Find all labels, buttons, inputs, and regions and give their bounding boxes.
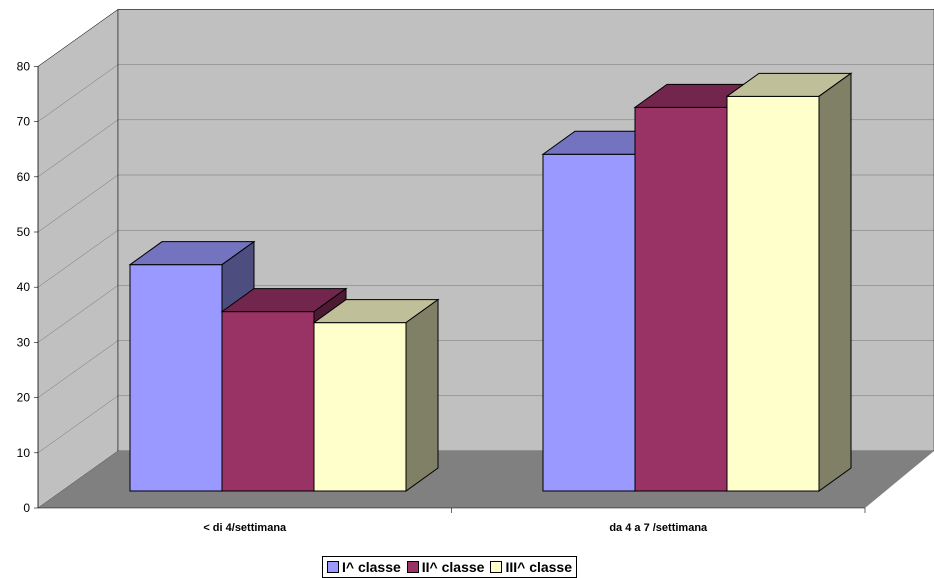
gridline xyxy=(37,340,119,398)
gridline xyxy=(37,230,119,288)
y-tick-label: 20 xyxy=(17,391,31,405)
x-tick-label: da 4 a 7 /settimana xyxy=(609,522,708,534)
bar-front xyxy=(634,106,728,492)
x-axis: < di 4/settimana da 4 a 7 /settimana xyxy=(38,507,866,534)
y-axis: 0 10 20 30 40 50 60 70 80 xyxy=(17,59,39,515)
bar-front xyxy=(129,264,223,492)
y-tick-label: 40 xyxy=(17,280,31,294)
bar-chart: 0 10 20 30 40 50 60 70 80 < di 4/settimana da 4 a… xyxy=(17,8,934,534)
legend-item: I^ classe xyxy=(327,559,401,575)
gridline xyxy=(37,174,119,233)
y-tick-label: 10 xyxy=(17,446,31,460)
y-tick-label: 30 xyxy=(17,335,31,349)
legend: I^ classe II^ classe III^ classe xyxy=(322,556,578,578)
legend-item: II^ classe xyxy=(406,559,485,575)
bar-front xyxy=(313,322,407,492)
gridline xyxy=(37,119,119,177)
bar xyxy=(725,72,853,492)
gridline xyxy=(37,285,119,343)
bar xyxy=(128,240,256,492)
legend-swatch xyxy=(406,561,419,573)
bars xyxy=(128,72,853,492)
legend-swatch xyxy=(327,561,339,573)
y-tick-label: 0 xyxy=(23,501,30,515)
legend-item: III^ classe xyxy=(490,559,572,575)
legend-label: II^ classe xyxy=(421,559,485,575)
gridline xyxy=(37,395,119,453)
bar-front xyxy=(221,311,315,492)
bar-side xyxy=(818,72,852,492)
bar-side xyxy=(405,298,439,492)
legend-label: III^ classe xyxy=(505,559,573,575)
bar-front xyxy=(726,95,820,492)
legend-label: I^ classe xyxy=(342,559,401,575)
y-tick-label: 80 xyxy=(17,59,31,73)
bar-front xyxy=(542,153,636,492)
legend-swatch xyxy=(490,561,503,573)
y-tick-label: 70 xyxy=(17,115,31,129)
x-tick-label: < di 4/settimana xyxy=(203,522,287,534)
gridline xyxy=(37,64,119,122)
y-tick-label: 60 xyxy=(17,170,31,184)
bar xyxy=(312,298,440,492)
y-tick-label: 50 xyxy=(17,225,31,239)
gridline xyxy=(37,9,119,67)
